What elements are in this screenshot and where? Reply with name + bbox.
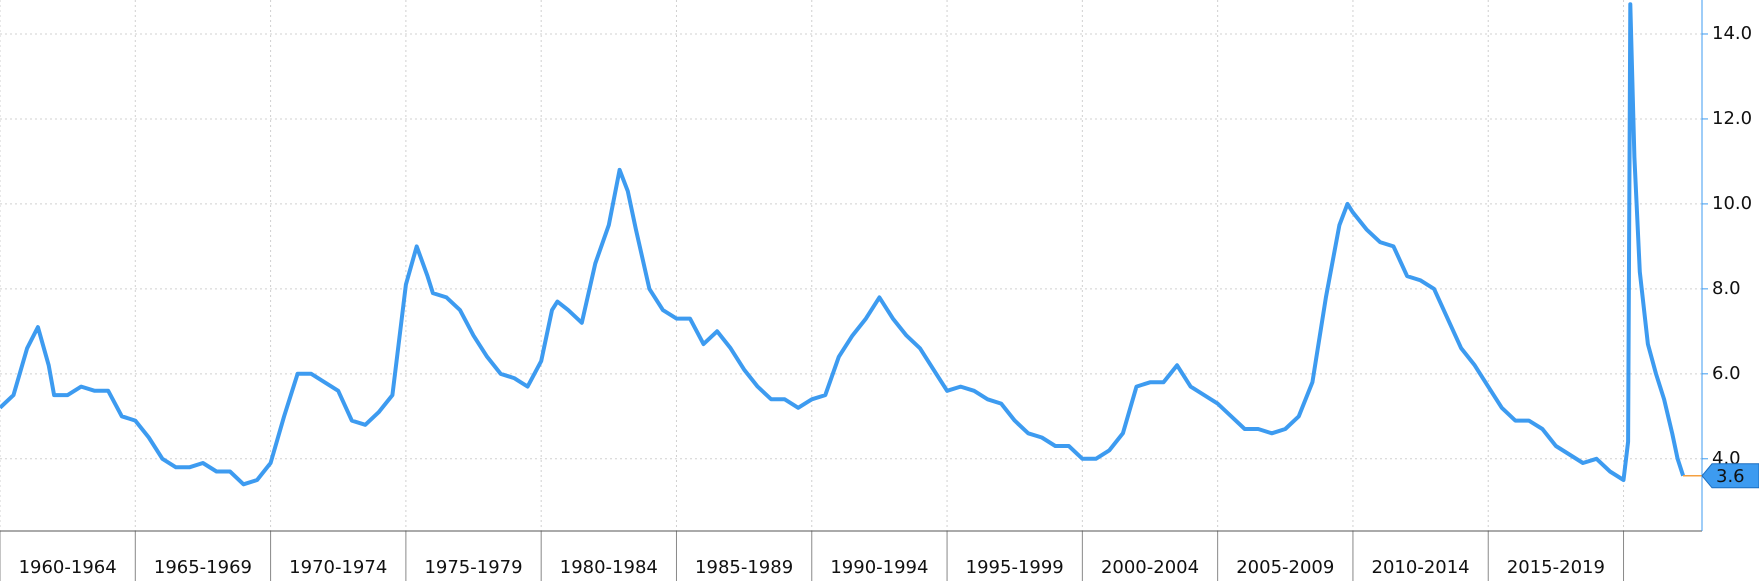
x-tick-label: 2015-2019 — [1507, 557, 1605, 578]
x-tick-label: 1960-1964 — [19, 557, 117, 578]
x-tick-label: 1975-1979 — [424, 557, 522, 578]
x-tick-label: 1980-1984 — [560, 557, 658, 578]
y-tick-label: 12.0 — [1712, 108, 1752, 129]
line — [0, 2, 1686, 487]
x-tick-label: 2000-2004 — [1101, 557, 1199, 578]
x-tick-label: 1970-1974 — [289, 557, 387, 578]
x-tick-label: 1995-1999 — [966, 557, 1064, 578]
y-tick-label: 14.0 — [1712, 23, 1752, 44]
x-tick-label: 1985-1989 — [695, 557, 793, 578]
x-tick-label: 1965-1969 — [154, 557, 252, 578]
x-tick-label: 2010-2014 — [1372, 557, 1470, 578]
y-tick-label: 8.0 — [1712, 278, 1741, 299]
x-tick-label: 2005-2009 — [1236, 557, 1334, 578]
last-value-label: 3.6 — [1716, 466, 1745, 487]
y-tick-label: 6.0 — [1712, 363, 1741, 384]
last-value-box — [1701, 463, 1759, 489]
y-tick-label: 10.0 — [1712, 193, 1752, 214]
x-tick-label: 1990-1994 — [830, 557, 928, 578]
